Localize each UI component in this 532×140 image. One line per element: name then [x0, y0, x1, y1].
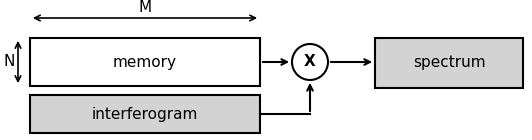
Circle shape	[292, 44, 328, 80]
Text: N: N	[4, 54, 15, 69]
Text: spectrum: spectrum	[413, 55, 485, 71]
Text: interferogram: interferogram	[92, 107, 198, 122]
Bar	[30, 38, 260, 86]
Text: memory: memory	[113, 54, 177, 69]
Bar	[375, 38, 523, 88]
Text: X: X	[304, 54, 316, 69]
Bar	[30, 95, 260, 133]
Text: M: M	[138, 0, 152, 15]
